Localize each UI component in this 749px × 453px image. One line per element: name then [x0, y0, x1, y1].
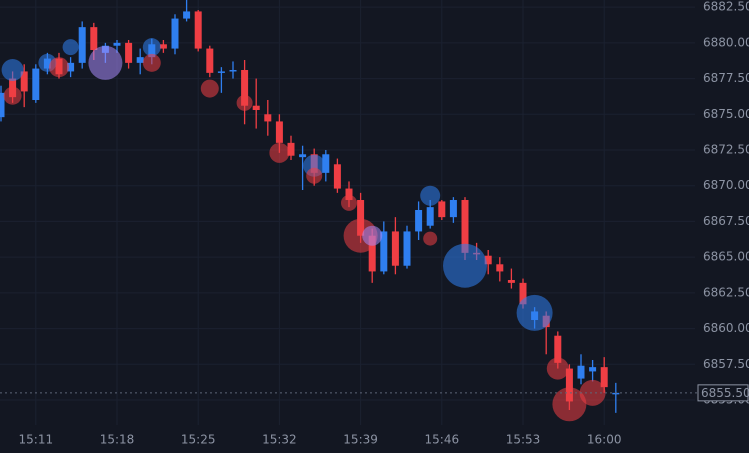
- candle-body: [264, 114, 272, 122]
- candle-body: [519, 282, 527, 305]
- volume-bubble: [552, 387, 587, 422]
- volume-bubble: [142, 38, 161, 57]
- y-tick-label: 6877.50: [703, 71, 749, 85]
- candle-body: [600, 367, 608, 388]
- candle-body: [333, 164, 341, 189]
- candle-body: [403, 231, 411, 266]
- volume-bubble: [1, 59, 24, 81]
- candle-body: [415, 210, 423, 232]
- candle-body: [125, 42, 133, 63]
- x-tick-label: 15:53: [506, 433, 541, 447]
- volume-bubble: [269, 142, 290, 163]
- x-tick-label: 15:18: [100, 433, 135, 447]
- candle-body: [275, 121, 283, 143]
- x-tick-label: 15:46: [425, 433, 460, 447]
- candle-body: [554, 335, 562, 363]
- x-tick-label: 15:39: [343, 433, 378, 447]
- candle-body: [484, 255, 492, 265]
- candle-body: [380, 231, 388, 272]
- volume-bubble: [362, 225, 383, 246]
- candle-body: [113, 42, 121, 46]
- candle-body: [0, 92, 5, 118]
- candle-body: [252, 105, 260, 110]
- candle-body: [32, 68, 40, 100]
- candle-body: [241, 70, 249, 106]
- candle-body: [496, 264, 504, 272]
- candle-body: [206, 48, 214, 73]
- candle-body: [345, 188, 353, 200]
- candle-body: [612, 392, 620, 395]
- x-tick-label: 15:32: [262, 433, 297, 447]
- volume-bubble: [3, 86, 22, 105]
- candle-body: [183, 11, 191, 19]
- volume-bubble: [420, 185, 441, 206]
- candle-body: [136, 57, 144, 63]
- candle-body: [426, 207, 434, 226]
- volume-bubble: [443, 243, 487, 288]
- last-price-box: [697, 384, 749, 402]
- candle-body: [20, 71, 28, 92]
- candle-body: [589, 367, 597, 372]
- y-tick-label: 6865.00: [703, 250, 749, 264]
- grid: [0, 0, 695, 425]
- candle-body: [577, 365, 585, 379]
- y-tick-label: 6882.50: [703, 0, 749, 14]
- x-tick-label: 15:11: [19, 433, 54, 447]
- volume-bubble: [62, 39, 79, 56]
- y-tick-label: 6875.00: [703, 107, 749, 121]
- candle-body: [194, 11, 202, 49]
- volume-bubble: [236, 94, 253, 111]
- volume-bubble: [306, 167, 323, 184]
- last-price-label: 6855.50: [701, 386, 749, 400]
- y-tick-label: 6870.00: [703, 178, 749, 192]
- volume-bubble: [579, 379, 606, 406]
- y-tick-label: 6867.50: [703, 214, 749, 228]
- candle-body: [461, 200, 469, 253]
- candle-body: [67, 62, 75, 72]
- candle-body: [507, 280, 515, 283]
- candle-body: [229, 70, 237, 72]
- candle-body: [368, 235, 376, 272]
- candle-body: [438, 201, 446, 218]
- candle-body: [391, 231, 399, 266]
- candle-body: [78, 27, 86, 63]
- volume-bubble: [341, 194, 357, 211]
- volume-bubble: [546, 357, 569, 380]
- candle-body: [171, 18, 179, 49]
- volume-bubble: [49, 57, 69, 78]
- y-tick-label: 6860.00: [703, 321, 749, 335]
- candle-body: [299, 154, 307, 158]
- x-tick-label: 15:25: [181, 433, 216, 447]
- y-tick-label: 6880.00: [703, 35, 749, 49]
- candle-body: [322, 154, 330, 173]
- candle-body: [90, 27, 98, 50]
- y-tick-label: 6872.50: [703, 143, 749, 157]
- volume-bubble: [423, 231, 438, 246]
- candle-body: [449, 200, 457, 218]
- candle-body: [159, 44, 167, 49]
- y-tick-label: 6862.50: [703, 285, 749, 299]
- candle-body: [217, 71, 225, 73]
- volume-bubble: [142, 53, 161, 72]
- candle-body: [565, 368, 573, 402]
- volume-bubble: [516, 294, 553, 331]
- x-tick-label: 16:00: [587, 433, 622, 447]
- candle-body: [287, 142, 295, 156]
- plot-area: [0, 0, 620, 422]
- candle-body: [357, 200, 365, 236]
- volume-bubble: [88, 45, 123, 80]
- volume-bubble: [200, 79, 219, 98]
- y-tick-label: 6857.50: [703, 357, 749, 371]
